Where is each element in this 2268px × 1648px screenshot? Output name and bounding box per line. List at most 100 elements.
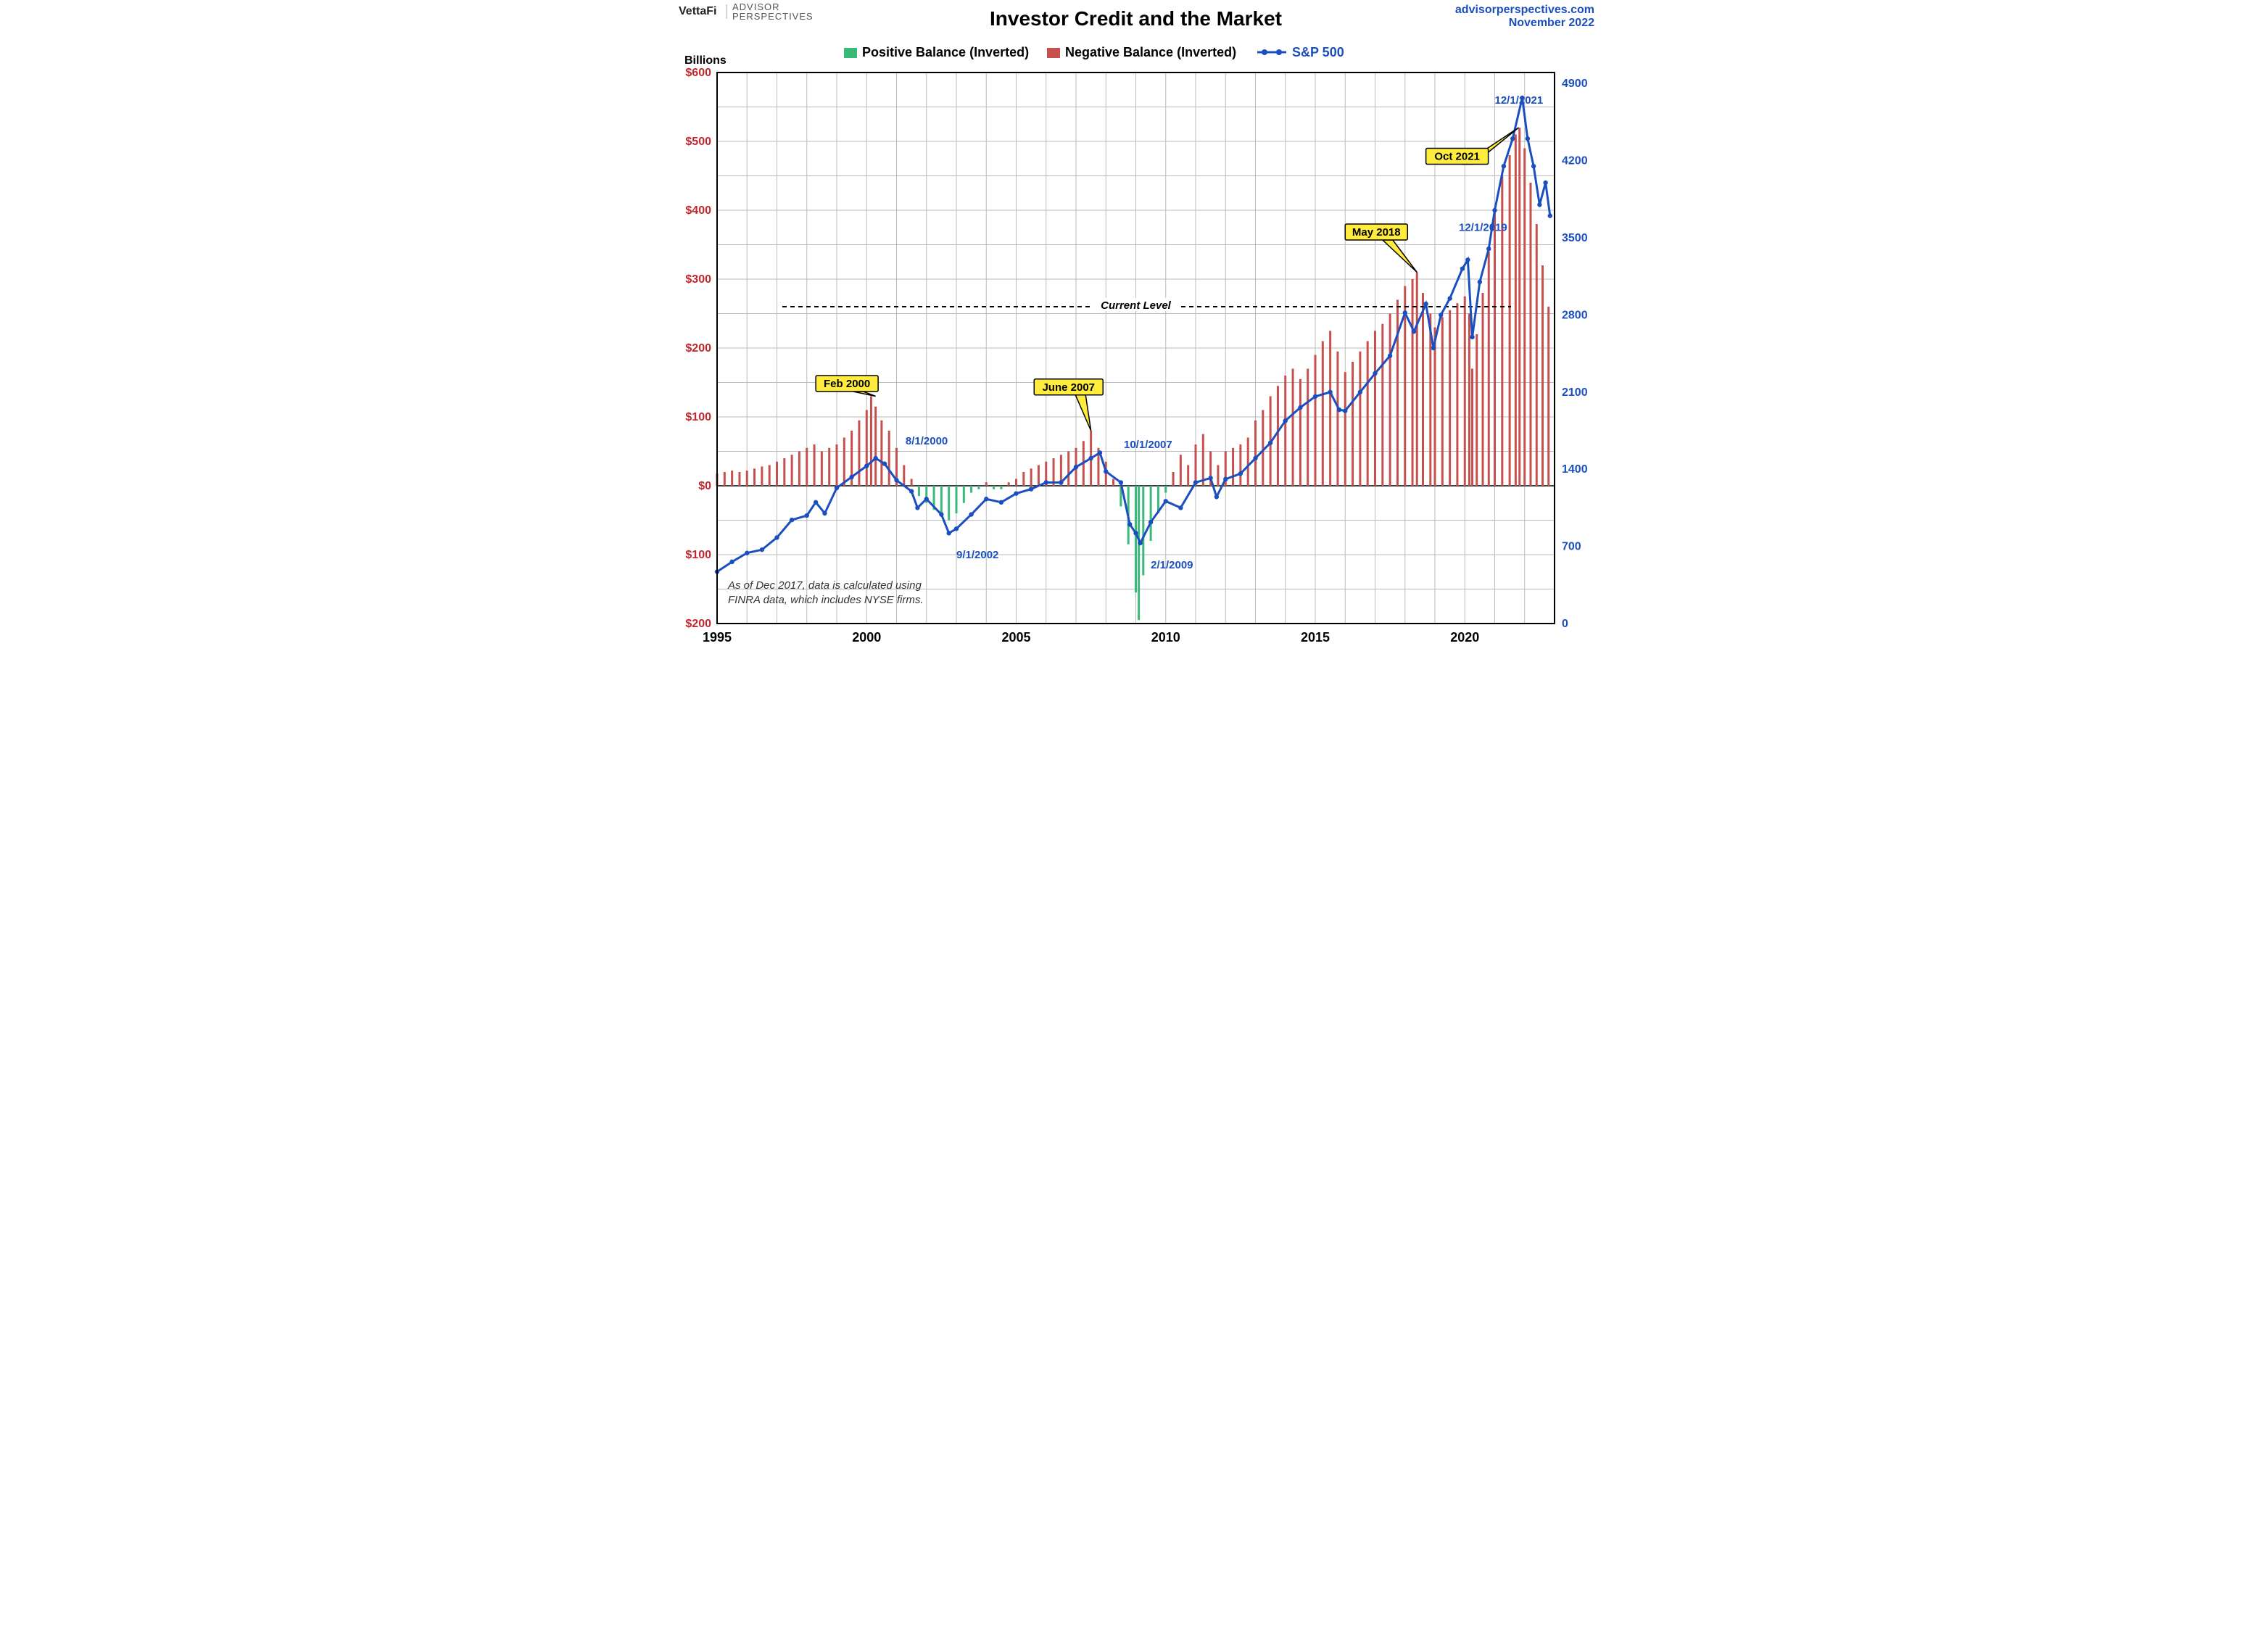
right-axis-tick: 4900 xyxy=(1562,78,1588,90)
sp500-marker xyxy=(1412,329,1416,334)
negative-balance-bar xyxy=(870,397,872,486)
sp500-date-annotation: 8/1/2000 xyxy=(906,435,948,447)
negative-balance-bar xyxy=(1277,386,1279,486)
left-axis-tick: $100 xyxy=(685,549,711,561)
sp500-marker xyxy=(1044,480,1048,484)
sp500-marker xyxy=(1486,247,1491,251)
sp500-date-annotation: 10/1/2007 xyxy=(1124,439,1172,451)
negative-balance-bar xyxy=(1038,465,1040,486)
negative-balance-bar xyxy=(1008,482,1010,486)
right-axis-tick: 0 xyxy=(1562,618,1568,630)
investor-credit-chart: Current Level$600$500$400$300$200$100$0$… xyxy=(670,0,1598,674)
negative-balance-bar xyxy=(776,462,778,486)
sp500-marker xyxy=(939,512,943,516)
right-axis-tick: 2100 xyxy=(1562,386,1588,399)
negative-balance-bar xyxy=(1434,328,1436,486)
negative-balance-bar xyxy=(724,472,726,486)
negative-balance-bar xyxy=(814,444,816,486)
negative-balance-bar xyxy=(1449,310,1451,486)
negative-balance-bar xyxy=(1217,465,1219,486)
sp500-marker xyxy=(1223,477,1228,481)
sp500-marker xyxy=(1328,390,1332,394)
negative-balance-bar xyxy=(1416,273,1418,486)
sp500-marker xyxy=(835,486,839,490)
negative-balance-bar xyxy=(1476,334,1478,486)
left-axis-tick: $100 xyxy=(685,411,711,423)
left-axis-tick: $0 xyxy=(698,480,711,492)
sp500-marker xyxy=(1403,310,1407,315)
right-axis-tick: 1400 xyxy=(1562,463,1588,476)
negative-balance-bar xyxy=(1067,452,1069,486)
positive-balance-bar xyxy=(977,486,980,489)
left-axis-tick: $200 xyxy=(685,618,711,630)
sp500-marker xyxy=(1388,353,1392,357)
sp500-marker xyxy=(1439,312,1443,317)
negative-balance-bar xyxy=(731,471,733,486)
negative-balance-bar xyxy=(1254,421,1257,486)
left-axis-tick: $200 xyxy=(685,342,711,355)
negative-balance-bar xyxy=(836,444,838,486)
negative-balance-bar xyxy=(880,421,882,486)
callout-label: Oct 2021 xyxy=(1434,151,1480,163)
sp500-marker xyxy=(1059,480,1063,484)
sp500-marker xyxy=(1178,505,1183,510)
sp500-marker xyxy=(805,513,809,518)
sp500-marker xyxy=(1098,450,1102,455)
sp500-marker xyxy=(915,505,919,510)
negative-balance-bar xyxy=(1180,455,1182,486)
negative-balance-bar xyxy=(791,455,793,486)
right-axis-tick: 700 xyxy=(1562,541,1581,553)
x-axis-tick: 2000 xyxy=(852,630,881,645)
sp500-marker xyxy=(1149,520,1153,524)
negative-balance-bar xyxy=(1292,369,1294,486)
negative-balance-bar xyxy=(806,448,808,486)
sp500-marker xyxy=(1337,407,1341,412)
negative-balance-bar xyxy=(1307,369,1309,486)
left-axis-tick: $500 xyxy=(685,136,711,148)
sp500-marker xyxy=(760,547,764,552)
sp500-marker xyxy=(1214,494,1219,499)
negative-balance-bar xyxy=(1315,355,1317,486)
negative-balance-bar xyxy=(1471,369,1473,486)
negative-balance-bar xyxy=(858,421,860,486)
sp500-marker xyxy=(873,456,877,460)
negative-balance-bar xyxy=(1464,297,1466,486)
negative-balance-bar xyxy=(1359,352,1361,486)
positive-balance-bar xyxy=(948,486,950,521)
negative-balance-bar xyxy=(1441,317,1444,486)
negative-balance-bar xyxy=(821,452,823,486)
legend-negative-swatch xyxy=(1047,48,1060,58)
footnote-line: FINRA data, which includes NYSE firms. xyxy=(728,594,924,606)
negative-balance-bar xyxy=(1030,468,1032,486)
negative-balance-bar xyxy=(1352,362,1354,486)
negative-balance-bar xyxy=(1374,331,1376,486)
x-axis-tick: 2020 xyxy=(1450,630,1479,645)
sp500-marker xyxy=(954,526,959,531)
negative-balance-bar xyxy=(1381,324,1383,486)
sp500-marker xyxy=(1447,296,1452,300)
callout-label: June 2007 xyxy=(1042,381,1095,394)
sp500-marker xyxy=(946,531,951,535)
chart-title: Investor Credit and the Market xyxy=(990,7,1282,30)
right-axis-tick: 2800 xyxy=(1562,309,1588,321)
current-level-label: Current Level xyxy=(1101,299,1172,312)
negative-balance-bar xyxy=(1195,444,1197,486)
site-url: advisorperspectives.com xyxy=(1455,4,1594,16)
sp500-marker xyxy=(1014,491,1018,495)
negative-balance-bar xyxy=(746,471,748,486)
sp500-marker xyxy=(894,478,898,482)
sp500-marker xyxy=(882,461,887,465)
negative-balance-bar xyxy=(1239,444,1241,486)
sp500-marker xyxy=(1138,541,1142,545)
negative-balance-bar xyxy=(1367,341,1369,486)
negative-balance-bar xyxy=(874,407,877,486)
sp500-marker xyxy=(1510,136,1515,141)
right-axis-tick: 3500 xyxy=(1562,232,1588,244)
sp500-date-annotation: 9/1/2002 xyxy=(956,549,998,561)
negative-balance-bar xyxy=(866,410,868,486)
sp500-marker xyxy=(729,560,734,564)
negative-balance-bar xyxy=(1247,438,1249,486)
negative-balance-bar xyxy=(1344,372,1346,486)
x-axis-tick: 1995 xyxy=(703,630,732,645)
sp500-marker xyxy=(1431,346,1436,350)
